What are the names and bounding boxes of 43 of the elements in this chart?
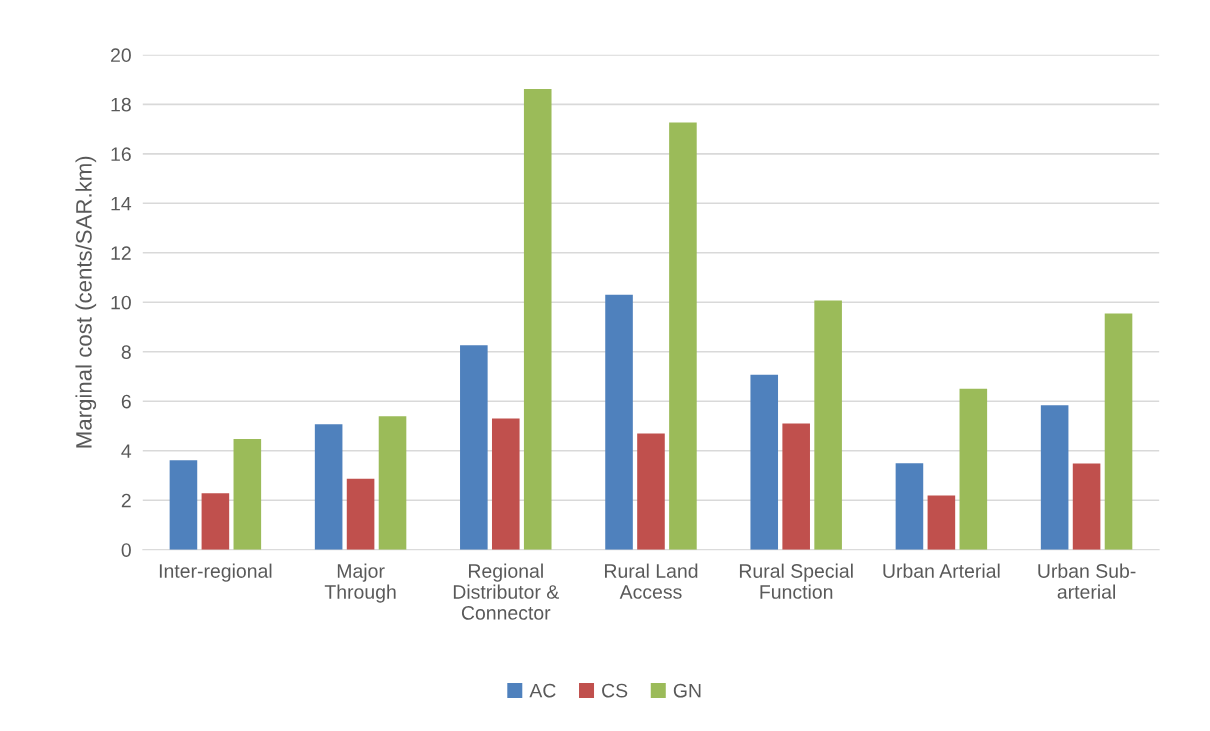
y-axis-title: Marginal cost (cents/SAR.km) (75, 156, 97, 448)
x-tick-label: Inter-regional (159, 563, 272, 582)
bar (605, 294, 633, 550)
y-tick-label: 18 (111, 97, 131, 112)
y-tick-label: 20 (111, 48, 131, 63)
bar (523, 88, 552, 550)
y-tick-label: 6 (121, 394, 131, 409)
bar (895, 463, 924, 550)
y-tick-label: 14 (111, 196, 132, 211)
x-tick-label: Rural Land Access (605, 563, 698, 599)
bar (1040, 405, 1069, 550)
bar (1104, 313, 1133, 550)
bar (1072, 463, 1101, 550)
bar (959, 388, 988, 550)
legend-label: CS (602, 683, 628, 698)
y-tick-label: 8 (121, 345, 131, 359)
bar (637, 433, 665, 550)
bar (378, 416, 407, 550)
bar (233, 439, 262, 550)
bar (460, 345, 488, 550)
x-tick-label: Rural Special Function (739, 563, 853, 599)
bar (201, 493, 230, 550)
bar (346, 478, 375, 550)
y-tick-label: 4 (121, 444, 132, 458)
bar (669, 122, 697, 550)
legend-label: GN (673, 683, 701, 698)
x-tick-label: Regional Distributor & Connector (453, 563, 559, 620)
bar (814, 300, 842, 550)
y-tick-label: 2 (121, 493, 131, 508)
bar (782, 423, 810, 550)
bar (491, 418, 520, 550)
y-tick-label: 12 (111, 246, 131, 260)
y-tick-label: 16 (111, 147, 131, 162)
x-tick-label: Urban Arterial (883, 563, 1000, 578)
bar (927, 495, 956, 550)
bar (750, 374, 779, 550)
bar (314, 424, 343, 550)
x-tick-label: Urban Sub- arterial (1038, 563, 1136, 599)
legend-label: AC (529, 683, 556, 698)
y-tick-label: 10 (111, 295, 131, 310)
y-tick-label: 0 (121, 543, 131, 557)
bar (169, 460, 198, 550)
x-tick-label: Major Through (324, 563, 396, 603)
